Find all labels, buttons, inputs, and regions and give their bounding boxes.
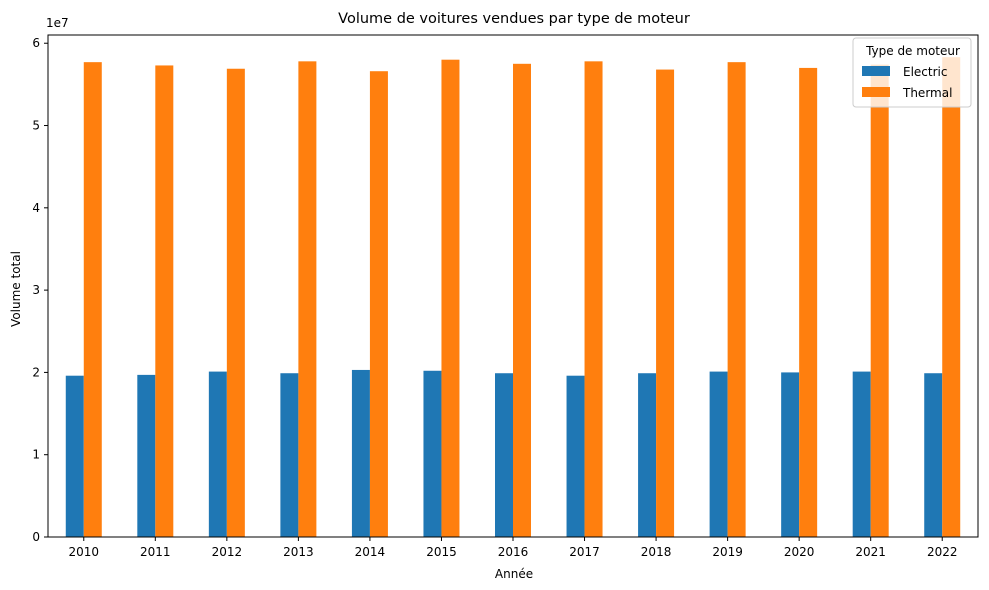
x-tick-label-2019: 2019: [712, 545, 743, 559]
x-axis: 2010 2011 2012 2013 2014 2015 2016 2017 2018 2019…: [68, 537, 958, 559]
plot-area: [47, 34, 979, 538]
bar-thermal-2014: [369, 71, 388, 537]
bar-thermal-2021: [870, 64, 889, 538]
legend-label-electric: Electric: [903, 65, 947, 79]
x-tick-label-2015: 2015: [426, 545, 457, 559]
bar-thermal-2018: [656, 69, 675, 537]
y-tick-label-4: 4: [32, 201, 40, 215]
y-tick-label-2: 2: [32, 365, 40, 379]
bar-thermal-2011: [155, 65, 174, 537]
x-axis-label: Année: [495, 567, 533, 581]
bar-electric-2021: [852, 371, 871, 537]
bars-group: [65, 57, 961, 538]
y-tick-label-1: 1: [32, 448, 40, 462]
x-tick-label-2014: 2014: [355, 545, 386, 559]
y-axis: 0 1 2 3 4 5 6: [32, 36, 48, 544]
y-tick-label-3: 3: [32, 283, 40, 297]
bar-electric-2014: [351, 369, 370, 537]
bar-electric-2016: [495, 373, 513, 537]
x-tick-label-2016: 2016: [498, 545, 529, 559]
y-tick-label-5: 5: [32, 119, 40, 133]
bar-thermal-2019: [727, 62, 746, 537]
x-tick-label-2011: 2011: [140, 545, 171, 559]
bar-electric-2022: [924, 373, 943, 537]
x-tick-label-2018: 2018: [641, 545, 672, 559]
bar-thermal-2010: [83, 62, 102, 537]
bar-thermal-2015: [441, 59, 460, 537]
legend-swatch-thermal: [862, 87, 890, 97]
bar-electric-2020: [781, 372, 800, 537]
x-tick-label-2013: 2013: [283, 545, 314, 559]
bar-thermal-2017: [584, 61, 603, 538]
bar-thermal-2022: [942, 57, 961, 538]
bar-electric-2013: [280, 373, 299, 537]
y-tick-label-6: 6: [32, 36, 40, 50]
bar-thermal-2013: [298, 61, 317, 538]
bar-thermal-2012: [226, 68, 245, 538]
bar-thermal-2020: [799, 67, 818, 537]
y-axis-multiplier: 1e7: [46, 16, 69, 30]
bar-electric-2015: [423, 370, 442, 537]
bar-electric-2010: [65, 375, 84, 537]
y-tick-label-0: 0: [32, 530, 40, 544]
legend-swatch-electric: [862, 66, 890, 76]
bar-electric-2018: [638, 373, 657, 537]
chart-title: Volume de voitures vendues par type de m…: [338, 11, 690, 27]
bar-thermal-2016: [513, 63, 531, 537]
x-tick-label-2020: 2020: [784, 545, 815, 559]
x-tick-label-2010: 2010: [68, 545, 99, 559]
legend-label-thermal: Thermal: [902, 86, 952, 100]
x-tick-label-2017: 2017: [569, 545, 600, 559]
y-axis-label: Volume total: [9, 251, 23, 327]
x-tick-label-2021: 2021: [855, 545, 886, 559]
legend-items: Electric Thermal: [862, 65, 952, 100]
bar-electric-2011: [137, 374, 156, 537]
legend: Type de moteur Electric Thermal: [852, 37, 972, 108]
bar-electric-2012: [208, 371, 227, 537]
x-tick-label-2022: 2022: [927, 545, 958, 559]
legend-title: Type de moteur: [865, 44, 960, 58]
bar-electric-2019: [709, 371, 728, 537]
bar-electric-2017: [566, 375, 585, 537]
x-tick-label-2012: 2012: [212, 545, 243, 559]
